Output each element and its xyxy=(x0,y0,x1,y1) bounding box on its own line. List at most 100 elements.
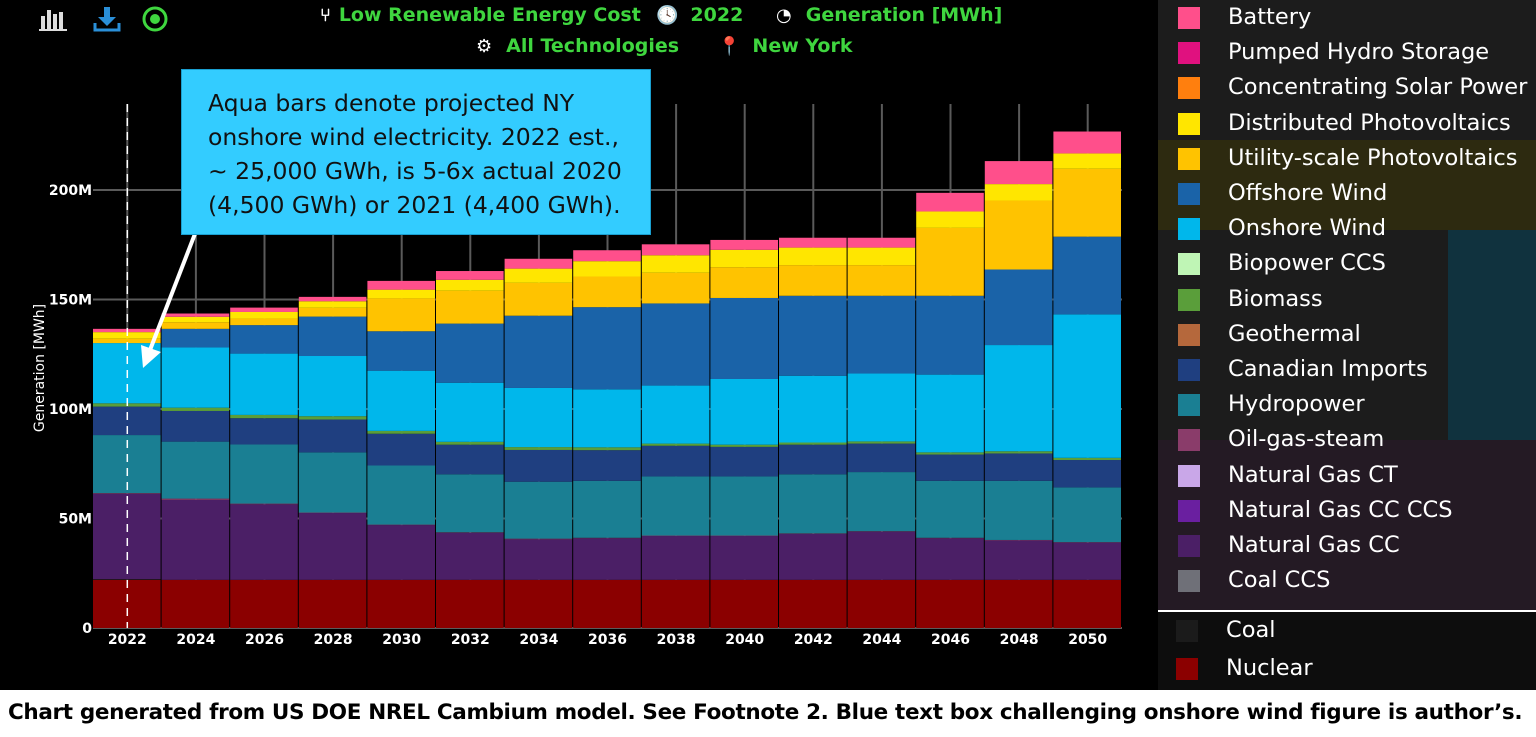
legend-item-canadian-imports[interactable]: Canadian Imports xyxy=(1158,353,1536,387)
bar-offshore-wind-2050[interactable] xyxy=(1053,236,1121,315)
bar-canadian-imports-2034[interactable] xyxy=(504,449,573,482)
bar-natural-gas-cc-2028[interactable] xyxy=(298,513,367,580)
bar-canadian-imports-2044[interactable] xyxy=(847,443,916,473)
bar-nuclear-2034[interactable] xyxy=(504,579,573,628)
bar-biomass-2032[interactable] xyxy=(436,441,504,445)
metric-selector[interactable]: ◔ Generation [MWh] xyxy=(776,4,1002,26)
bar-offshore-wind-2032[interactable] xyxy=(436,323,504,383)
bar-biomass-2050[interactable] xyxy=(1053,457,1121,461)
bar-canadian-imports-2026[interactable] xyxy=(230,418,298,445)
bar-offshore-wind-2034[interactable] xyxy=(504,315,573,388)
bar-utility-scale-photovoltaics-2042[interactable] xyxy=(779,265,847,296)
bar-hydropower-2044[interactable] xyxy=(847,472,916,532)
bar-nuclear-2042[interactable] xyxy=(779,579,847,628)
bar-natural-gas-cc-2048[interactable] xyxy=(984,540,1053,580)
bar-hydropower-2032[interactable] xyxy=(436,474,504,533)
bar-natural-gas-cc-2046[interactable] xyxy=(916,538,984,580)
bar-biomass-2028[interactable] xyxy=(298,416,367,420)
bar-hydropower-2028[interactable] xyxy=(298,452,367,513)
bar-distributed-photovoltaics-2036[interactable] xyxy=(573,261,641,277)
bar-canadian-imports-2024[interactable] xyxy=(161,410,230,442)
bar-canadian-imports-2028[interactable] xyxy=(298,419,367,453)
bar-offshore-wind-2028[interactable] xyxy=(298,316,367,357)
bar-natural-gas-cc-2042[interactable] xyxy=(779,533,847,580)
legend-item-coal[interactable]: Coal xyxy=(1158,614,1536,648)
bar-offshore-wind-2042[interactable] xyxy=(779,295,847,376)
bar-offshore-wind-2044[interactable] xyxy=(847,295,916,374)
bar-nuclear-2044[interactable] xyxy=(847,579,916,628)
bar-onshore-wind-2042[interactable] xyxy=(779,375,847,443)
bar-offshore-wind-2046[interactable] xyxy=(916,295,984,375)
bar-onshore-wind-2040[interactable] xyxy=(710,378,778,445)
legend-item-offshore-wind[interactable]: Offshore Wind xyxy=(1158,177,1536,211)
bar-hydropower-2040[interactable] xyxy=(710,476,778,536)
bar-utility-scale-photovoltaics-2022[interactable] xyxy=(93,338,161,344)
download-icon[interactable] xyxy=(92,4,122,34)
bar-onshore-wind-2036[interactable] xyxy=(573,389,641,448)
bar-natural-gas-cc-2022[interactable] xyxy=(93,493,161,580)
bar-battery-2040[interactable] xyxy=(710,239,778,250)
bar-battery-2050[interactable] xyxy=(1053,131,1121,154)
bar-onshore-wind-2050[interactable] xyxy=(1053,314,1121,458)
bar-utility-scale-photovoltaics-2036[interactable] xyxy=(573,276,641,308)
bar-coal-2022[interactable] xyxy=(93,579,161,580)
bar-onshore-wind-2030[interactable] xyxy=(367,370,435,431)
bar-battery-2046[interactable] xyxy=(916,192,984,212)
bar-natural-gas-cc-2050[interactable] xyxy=(1053,542,1121,580)
bar-onshore-wind-2032[interactable] xyxy=(436,382,504,442)
scenario-selector[interactable]: ⑂ Low Renewable Energy Cost xyxy=(320,4,641,26)
bar-hydropower-2038[interactable] xyxy=(641,476,710,536)
bar-biomass-2030[interactable] xyxy=(367,430,435,434)
bar-natural-gas-cc-2030[interactable] xyxy=(367,525,435,580)
legend-item-utility-scale-photovoltaics[interactable]: Utility-scale Photovoltaics xyxy=(1158,142,1536,176)
bar-canadian-imports-2042[interactable] xyxy=(779,444,847,475)
bar-distributed-photovoltaics-2032[interactable] xyxy=(436,279,504,291)
bar-natural-gas-cc-2044[interactable] xyxy=(847,531,916,580)
bar-natural-gas-cc-2032[interactable] xyxy=(436,532,504,580)
bar-offshore-wind-2048[interactable] xyxy=(984,269,1053,346)
chart-bars-icon[interactable] xyxy=(38,4,68,34)
bar-utility-scale-photovoltaics-2038[interactable] xyxy=(641,272,710,304)
bar-utility-scale-photovoltaics-2046[interactable] xyxy=(916,227,984,296)
bar-natural-gas-cc-2034[interactable] xyxy=(504,539,573,580)
bar-hydropower-2046[interactable] xyxy=(916,480,984,538)
bar-offshore-wind-2036[interactable] xyxy=(573,307,641,390)
legend-item-natural-gas-ct[interactable]: Natural Gas CT xyxy=(1158,459,1536,493)
bar-battery-2024[interactable] xyxy=(161,313,230,317)
bar-biomass-2038[interactable] xyxy=(641,443,710,446)
technology-selector[interactable]: ⚙ All Technologies xyxy=(476,35,679,57)
legend-item-oil-gas-steam[interactable]: Oil-gas-steam xyxy=(1158,423,1536,457)
bar-biomass-2044[interactable] xyxy=(847,441,916,444)
bar-oil-gas-steam-2022[interactable] xyxy=(93,493,161,494)
bar-distributed-photovoltaics-2044[interactable] xyxy=(847,247,916,266)
bar-nuclear-2038[interactable] xyxy=(641,579,710,628)
bar-oil-gas-steam-2034[interactable] xyxy=(504,538,573,540)
bar-offshore-wind-2024[interactable] xyxy=(161,328,230,348)
bar-natural-gas-cc-2026[interactable] xyxy=(230,504,298,580)
bar-onshore-wind-2028[interactable] xyxy=(298,356,367,417)
bar-canadian-imports-2030[interactable] xyxy=(367,433,435,466)
bar-utility-scale-photovoltaics-2032[interactable] xyxy=(436,290,504,324)
bar-natural-gas-cc-2036[interactable] xyxy=(573,538,641,580)
bar-distributed-photovoltaics-2050[interactable] xyxy=(1053,153,1121,169)
bar-battery-2032[interactable] xyxy=(436,271,504,280)
bar-natural-gas-cc-2038[interactable] xyxy=(641,536,710,580)
bar-oil-gas-steam-2026[interactable] xyxy=(230,503,298,505)
legend-item-hydropower[interactable]: Hydropower xyxy=(1158,388,1536,422)
bar-nuclear-2032[interactable] xyxy=(436,579,504,628)
bar-battery-2028[interactable] xyxy=(298,296,367,302)
bar-biomass-2046[interactable] xyxy=(916,452,984,455)
bar-battery-2030[interactable] xyxy=(367,280,435,290)
bar-biomass-2026[interactable] xyxy=(230,414,298,419)
bar-nuclear-2046[interactable] xyxy=(916,579,984,628)
bar-nuclear-2028[interactable] xyxy=(298,579,367,628)
bar-distributed-photovoltaics-2038[interactable] xyxy=(641,255,710,273)
bar-battery-2036[interactable] xyxy=(573,250,641,262)
bar-nuclear-2050[interactable] xyxy=(1053,579,1121,628)
bar-distributed-photovoltaics-2048[interactable] xyxy=(984,184,1053,201)
legend-item-battery[interactable]: Battery xyxy=(1158,1,1536,35)
bar-offshore-wind-2030[interactable] xyxy=(367,331,435,371)
bar-distributed-photovoltaics-2024[interactable] xyxy=(161,316,230,323)
bar-battery-2048[interactable] xyxy=(984,161,1053,185)
bar-onshore-wind-2048[interactable] xyxy=(984,345,1053,452)
